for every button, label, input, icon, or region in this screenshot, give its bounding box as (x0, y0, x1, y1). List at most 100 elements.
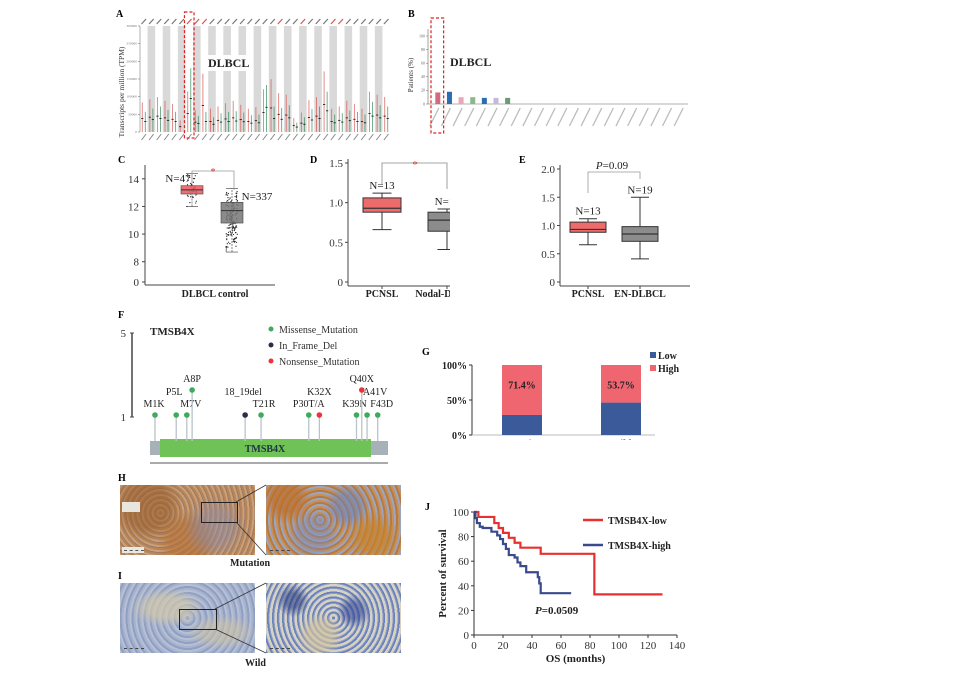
panel-g-legend-swatch (650, 352, 656, 358)
panel-c-point (233, 229, 235, 232)
panel-c-point (225, 246, 227, 249)
panel-letter-g: G (422, 347, 430, 358)
panel-e-chart: E 0 0.5 1.0 1.5 2.0 N=13 N=19 P=0.09 PCNSL EN-DLB… (519, 155, 690, 300)
lollipop-head (316, 412, 323, 418)
panel-f-ytick-label: 1 (121, 412, 127, 424)
panel-a-top-label-mark (247, 18, 253, 25)
panel-a-band (359, 26, 368, 132)
panel-a-band (253, 26, 262, 132)
panel-b-bar (493, 97, 499, 104)
panel-b-xtick-label-mark (440, 107, 452, 127)
panel-a-top-label-mark (224, 18, 230, 25)
panel-b-xtick-label-mark (615, 107, 626, 127)
panel-a-top-label-mark (141, 18, 147, 25)
km-curve-tmsb4x-low (474, 510, 663, 596)
panel-c-point (235, 237, 238, 239)
panel-e-ytick-label: 0.5 (541, 249, 555, 261)
panel-a-bottom-label-mark (285, 133, 291, 141)
panel-a-bottom-label-mark (141, 133, 147, 141)
panel-c-point (234, 196, 236, 198)
panel-a-bottom-label-mark (186, 133, 192, 141)
panel-c-point (235, 241, 238, 244)
panel-a-bottom-label-mark (194, 133, 200, 141)
panel-a-bottom-label-mark (322, 133, 329, 141)
panel-a-chart: A Transcripts per million (TPM) 0 50000 10… (116, 9, 389, 141)
panel-a-ytick-label: 300000 (127, 24, 138, 28)
panel-a-annotation-group: DLBCL (204, 55, 251, 71)
panel-j-ytick-label: 100 (453, 507, 470, 519)
p-number: =0.09 (603, 160, 629, 172)
panel-j-legend-label: TMSB4X-low (608, 516, 668, 527)
panel-j-xtick-label: 140 (669, 640, 686, 652)
panel-c-point (228, 224, 230, 226)
panel-letter-a: A (116, 9, 124, 20)
panel-b-bar (505, 97, 511, 104)
panel-a-band (208, 26, 216, 132)
panel-e-ytick-label: 2.0 (541, 164, 555, 176)
panel-c: C 0 8 10 12 14 N=47 N=337 * DLBCL control (110, 145, 290, 305)
panel-g-legend-swatch (650, 365, 656, 371)
p-symbol: P (595, 160, 603, 172)
panel-d-n-label: N=13 (369, 180, 395, 192)
panel-a-bottom-label-mark (360, 133, 367, 141)
legend-label: Missense_Mutation (279, 325, 358, 336)
panel-j-ylabel: Percent of survival (437, 529, 449, 617)
panel-g-data-label: 53.7% (607, 381, 635, 392)
panel-d-significance-star: * (412, 159, 418, 171)
panel-c-ytick-label: 0 (134, 277, 140, 289)
mutation-label: K32X (307, 387, 332, 398)
panel-a: A Transcripts per million (TPM) 0 50000 10… (110, 0, 395, 145)
panel-c-point (234, 227, 236, 229)
panel-a-bottom-label-mark (315, 133, 321, 141)
panel-c-point (236, 191, 238, 193)
ihc-wild-zoom (266, 583, 401, 653)
panel-h-frame: H (118, 473, 126, 484)
panel-c-point (229, 230, 231, 232)
panel-c-point (228, 198, 230, 200)
panel-c-point (227, 199, 229, 202)
panel-c-point (235, 194, 238, 196)
panel-a-bottom-label-mark (232, 133, 238, 141)
panel-e-xtick-label: EN-DLBCL (614, 289, 666, 300)
panel-a-top-label-mark (345, 18, 352, 25)
panel-a-bottom-label-mark (353, 133, 359, 141)
panel-a-bottom-label-mark (247, 133, 253, 141)
panel-a-bottom-label-mark (300, 133, 306, 141)
panel-a-band (314, 26, 322, 132)
panel-a-bottom-label-mark (178, 133, 185, 141)
panel-c-point (232, 233, 235, 236)
panel-a-ylabel: Transcripts per million (TPM) (117, 46, 126, 137)
panel-letter-e: E (519, 155, 526, 166)
panel-b-xtick-label-mark (661, 107, 673, 127)
panel-c-significance-star: * (211, 167, 216, 178)
scale-bar (124, 648, 144, 649)
panel-a-band (238, 26, 247, 132)
ihc-blank-area (122, 501, 140, 512)
panel-b-annotation: DLBCL (450, 55, 491, 69)
panel-a-band (374, 26, 383, 132)
panel-a-top-label-mark (194, 18, 200, 25)
panel-d-box (362, 197, 402, 213)
panel-a-top-label-mark (353, 18, 359, 25)
panel-a-bottom-label-mark (239, 133, 245, 141)
panel-e-n-label: N=13 (575, 206, 601, 218)
panel-c-point (229, 197, 231, 199)
panel-c-point (230, 231, 232, 233)
lollipop-head (374, 412, 381, 418)
ihc-mutation-overview (120, 485, 255, 555)
panel-b-xtick-label-mark (673, 107, 684, 127)
panel-a-bottom-label-mark (269, 133, 276, 141)
panel-a-top-label-mark (186, 18, 192, 25)
panel-d-box (427, 211, 467, 232)
panel-a-highlight-box (183, 11, 195, 139)
panel-h: H Mutation (110, 470, 410, 570)
panel-c-ytick-label: 12 (128, 201, 139, 213)
mutation-label: M7V (180, 399, 202, 410)
panel-j-xlabel: OS (months) (546, 653, 606, 665)
panel-a-top-label-mark (360, 18, 367, 25)
panel-c-significance-bracket (191, 170, 235, 190)
legend-dot-nonsense-mutation (268, 358, 274, 364)
panel-b-xtick-label-mark (464, 107, 475, 127)
panel-e-p-value: P=0.09 (595, 160, 629, 172)
panel-i: I Wild (110, 568, 410, 679)
